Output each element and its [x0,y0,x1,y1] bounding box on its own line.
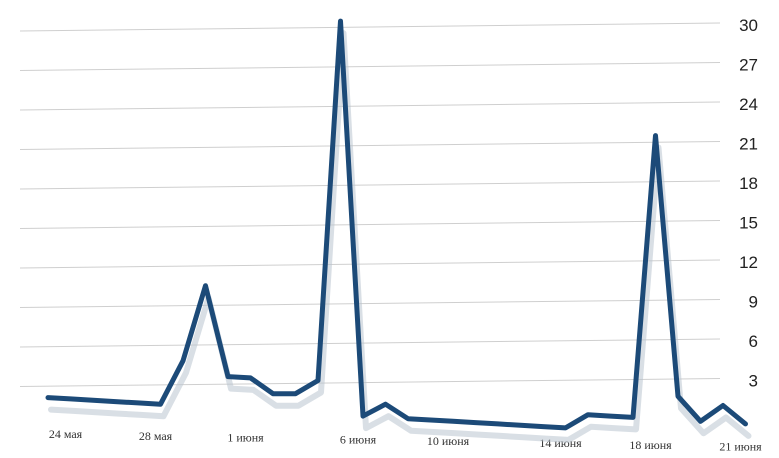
data-point [384,402,387,406]
gridline-18 [19,180,721,190]
data-point [249,376,252,380]
data-point [339,19,342,23]
data-point [474,421,477,425]
data-point [519,423,522,427]
gridlines [19,22,721,387]
gridline-12 [19,259,721,269]
data-point [69,397,72,401]
x-tick-label: 21 июня [719,440,762,454]
gridline-6 [19,338,721,348]
gridline-21 [19,141,721,150]
y-tick-label: 24 [739,95,758,114]
data-point [699,419,702,423]
data-point [181,359,185,363]
data-point [406,417,410,421]
series-line [45,18,748,431]
data-point [451,419,455,423]
data-point [586,413,590,417]
y-tick-label: 3 [749,372,758,391]
y-tick-label: 6 [749,332,758,351]
data-point [496,422,500,426]
data-point [744,422,747,426]
data-point [226,375,230,379]
gridline-30 [19,22,721,32]
x-tick-label: 6 июня [340,432,377,446]
series-shadow [48,30,752,443]
y-axis-ticks: 3 6 9 12 15 18 21 24 27 30 [739,16,758,391]
data-point [204,284,207,288]
data-point [676,394,680,398]
y-tick-label: 21 [739,135,758,154]
x-tick-label: 18 июня [629,438,672,452]
x-tick-label: 10 июня [427,434,470,448]
data-point [721,404,725,408]
y-tick-label: 30 [739,16,758,35]
x-tick-label: 28 мая [139,429,173,443]
data-point [136,401,140,405]
data-point [361,414,365,418]
data-point [609,414,612,418]
data-point [114,400,117,404]
series-points [46,19,747,430]
data-point [654,134,657,138]
data-point [91,398,95,402]
y-tick-label: 15 [739,214,758,233]
data-point [316,379,320,382]
y-tick-label: 18 [739,174,758,193]
data-point [429,418,432,422]
gridline-27 [19,62,721,71]
data-point [294,392,297,396]
data-point [564,426,567,430]
data-point [541,425,545,429]
y-tick-label: 12 [739,253,758,272]
data-point [159,402,162,406]
y-tick-label: 27 [739,56,758,75]
data-point [271,392,275,396]
gridline-15 [19,220,721,229]
x-axis-ticks: 24 мая 28 мая 1 июня 6 июня 10 июня 14 июня 18… [49,427,762,454]
data-point [631,415,635,419]
x-tick-label: 1 июня [227,431,264,445]
data-point [46,396,50,400]
gridline-24 [19,101,721,111]
y-tick-label: 9 [749,293,758,312]
gridline-9 [19,299,721,308]
gridline-3 [19,378,721,387]
x-tick-label: 24 мая [49,427,83,441]
